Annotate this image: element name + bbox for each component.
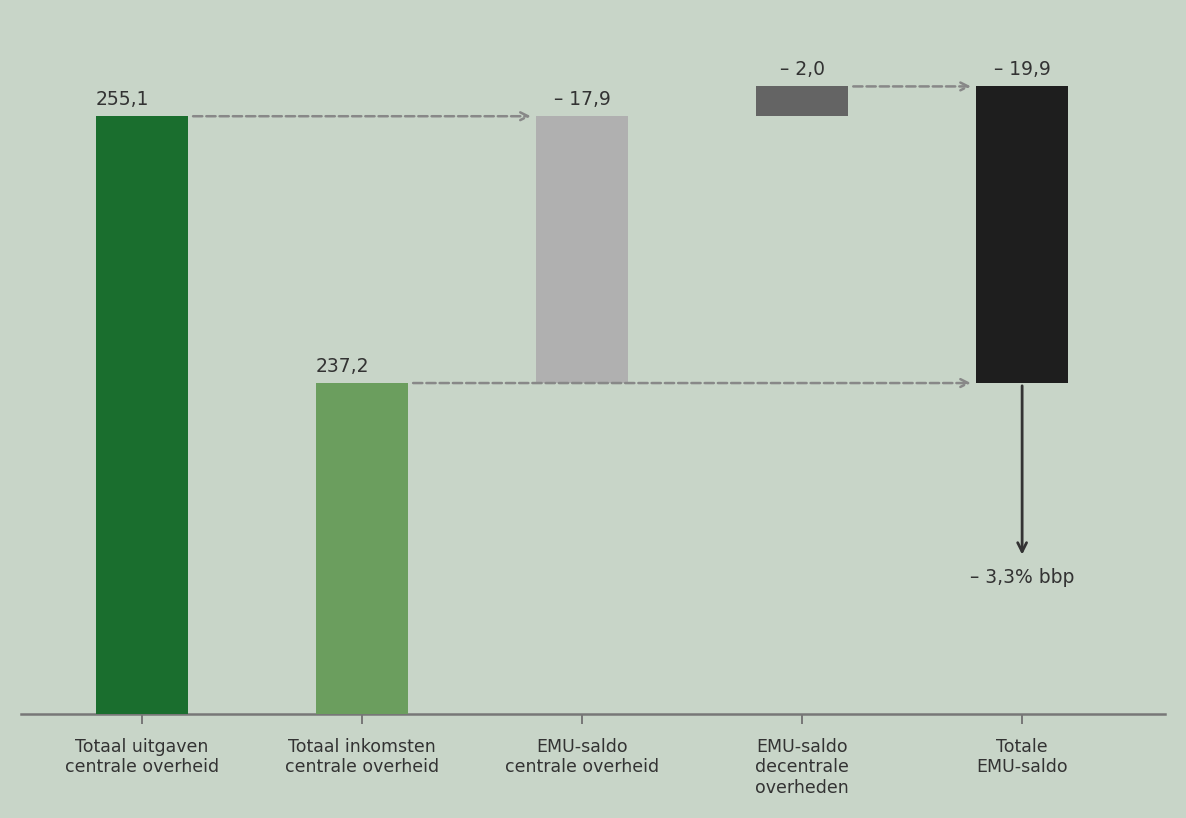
Text: 255,1: 255,1 [96, 90, 149, 109]
Bar [755, 87, 848, 116]
Bar [315, 383, 408, 818]
Text: – 3,3% bbp: – 3,3% bbp [970, 568, 1075, 587]
Text: – 17,9: – 17,9 [554, 90, 611, 109]
Text: 237,2: 237,2 [315, 357, 369, 375]
Text: – 19,9: – 19,9 [994, 60, 1051, 79]
Bar [976, 87, 1069, 383]
Bar [96, 116, 189, 818]
Text: – 2,0: – 2,0 [779, 60, 824, 79]
Bar [536, 116, 629, 383]
